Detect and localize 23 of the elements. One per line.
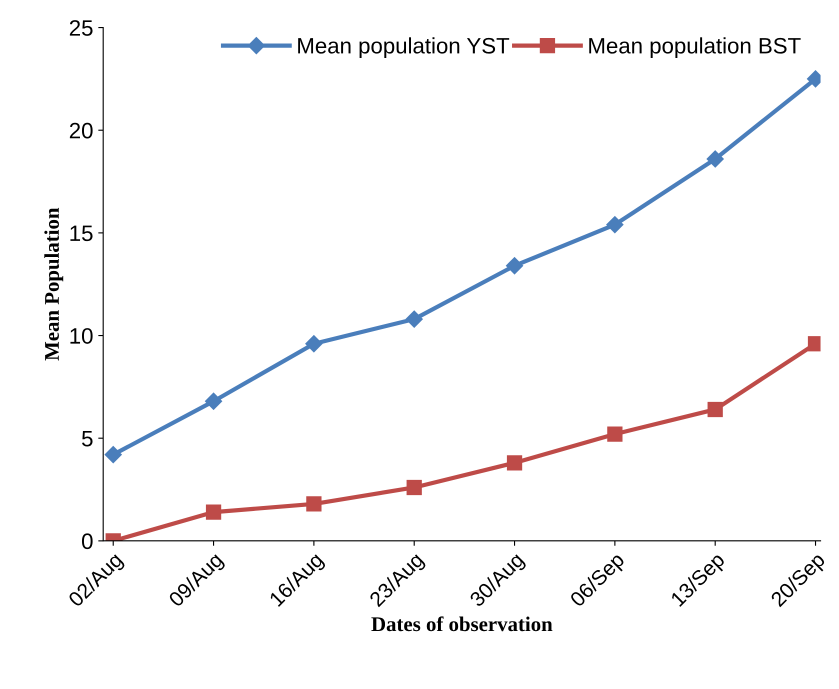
point: [306, 496, 322, 512]
point: [706, 150, 724, 168]
point: [708, 402, 723, 418]
point: [104, 446, 122, 464]
point: [506, 455, 522, 470]
y-tick-label: 0: [82, 533, 93, 550]
point: [205, 392, 222, 410]
point: [206, 504, 222, 520]
legend-label: Mean population YST: [298, 37, 510, 58]
legend-label: Mean population BST: [589, 37, 801, 58]
point: [606, 216, 624, 234]
point: [305, 335, 322, 352]
y-tick-label: 25: [70, 20, 93, 36]
y-tick-label: 10: [70, 328, 93, 344]
y-tick-label: 15: [70, 226, 93, 242]
point: [406, 480, 422, 496]
y-tick-label: 20: [70, 122, 93, 138]
point: [506, 257, 524, 274]
point: [607, 426, 623, 442]
point: [406, 310, 423, 328]
x-axis-title: Dates of observation: [371, 616, 552, 632]
y-axis-title: Mean Population: [44, 208, 64, 361]
y-tick-label: 5: [82, 430, 93, 446]
